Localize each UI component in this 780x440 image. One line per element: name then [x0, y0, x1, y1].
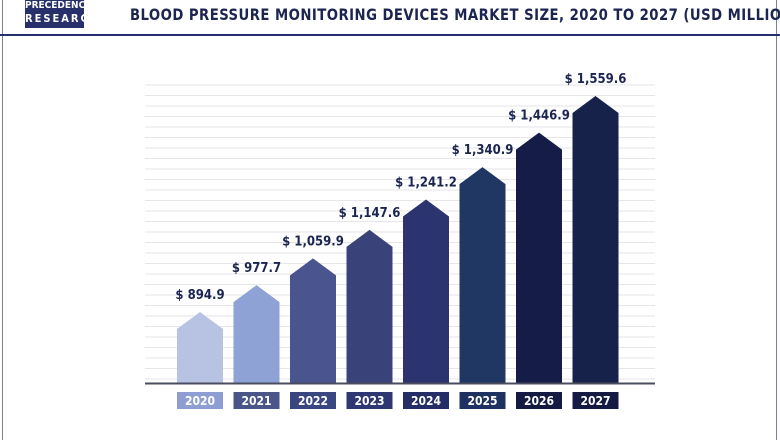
logo-line1: PRECEDENCE [25, 0, 92, 11]
data-label-2023: $ 1,147.6 [339, 206, 401, 221]
data-label-2027: $ 1,559.6 [565, 72, 627, 87]
logo-line2: RESEARCH [25, 12, 101, 25]
bar-2023 [346, 229, 393, 383]
data-label-2025: $ 1,340.9 [452, 143, 514, 158]
year-label-box-2026 [516, 392, 562, 409]
bar-2020 [177, 312, 223, 383]
data-label-2020: $ 894.9 [175, 288, 224, 303]
tick-label-2026: 2026 [524, 394, 554, 408]
tick-label-2024: 2024 [411, 394, 442, 408]
tick-label-2027: 2027 [580, 394, 610, 408]
year-label-box-2023 [346, 392, 393, 409]
precedence-research-logo: PRECEDENCE RESEARCH [25, 0, 101, 28]
bar-2022 [290, 258, 336, 383]
tick-label-2022: 2022 [298, 394, 328, 408]
header-divider [0, 34, 780, 36]
year-label-box-2027 [572, 392, 619, 409]
bar-2024 [403, 199, 449, 383]
bar-2021 [233, 285, 280, 383]
data-label-2022: $ 1,059.9 [282, 234, 344, 249]
year-label-box-2025 [459, 392, 506, 409]
data-label-2021: $ 977.7 [232, 261, 281, 276]
bar-2027 [572, 96, 619, 383]
data-label-2026: $ 1,446.9 [508, 109, 570, 124]
year-label-box-2020 [177, 392, 223, 409]
chart-title: BLOOD PRESSURE MONITORING DEVICES MARKET… [130, 5, 780, 24]
year-label-box-2021 [233, 392, 280, 409]
tick-label-2025: 2025 [467, 394, 497, 408]
year-label-box-2024 [403, 392, 449, 409]
bar-2025 [459, 167, 506, 383]
bar-2026 [516, 132, 562, 383]
data-label-2024: $ 1,241.2 [395, 175, 457, 190]
tick-label-2020: 2020 [185, 394, 215, 408]
year-label-box-2022 [290, 392, 336, 409]
tick-label-2021: 2021 [241, 394, 271, 408]
tick-label-2023: 2023 [354, 394, 384, 408]
